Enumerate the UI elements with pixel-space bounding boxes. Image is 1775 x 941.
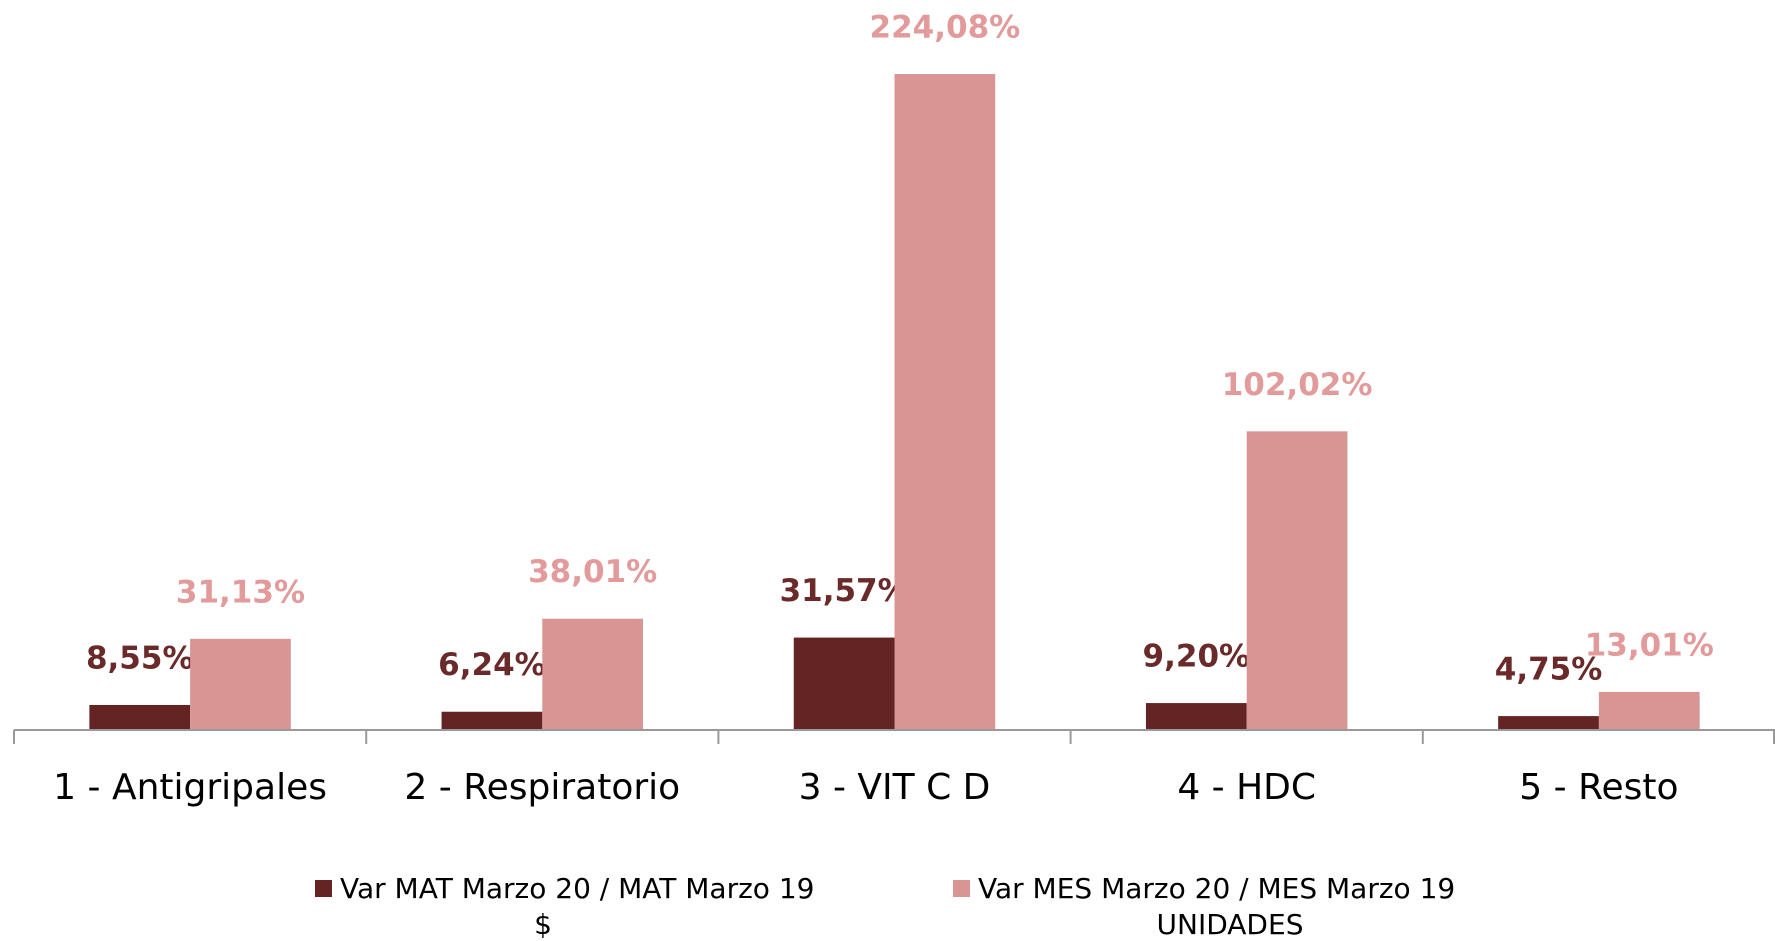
value-label: 31,13% [176,574,305,610]
bar [894,74,996,730]
bar [542,618,644,730]
value-label: 38,01% [528,554,657,590]
x-tick-label: 4 - HDC [1177,767,1316,808]
legend-sublabel: $ [534,908,552,941]
legend-swatch [315,880,332,897]
bar [1246,431,1348,730]
bar [1498,716,1599,730]
bar [793,637,895,730]
x-tick-label: 3 - VIT C D [799,767,991,808]
legend-label: Var MAT Marzo 20 / MAT Marzo 19 [340,872,814,905]
legend-label: Var MES Marzo 20 / MES Marzo 19 [978,872,1455,905]
value-label: 13,01% [1585,627,1714,663]
bar [190,638,291,730]
value-label: 6,24% [438,647,546,683]
value-label: 224,08% [870,10,1021,46]
legend-sublabel: UNIDADES [1157,908,1304,941]
value-label: 9,20% [1143,639,1251,675]
value-label: 8,55% [86,640,194,676]
value-label: 4,75% [1495,652,1603,688]
bar [1145,703,1247,730]
bar [441,711,543,730]
x-tick-label: 5 - Resto [1519,767,1678,808]
legend-swatch [953,880,970,897]
value-label: 31,57% [780,573,909,609]
bar [1598,691,1700,730]
x-tick-label: 1 - Antigripales [53,767,327,808]
value-label: 102,02% [1222,367,1373,403]
x-tick-label: 2 - Respiratorio [404,767,680,808]
bar [89,704,191,730]
